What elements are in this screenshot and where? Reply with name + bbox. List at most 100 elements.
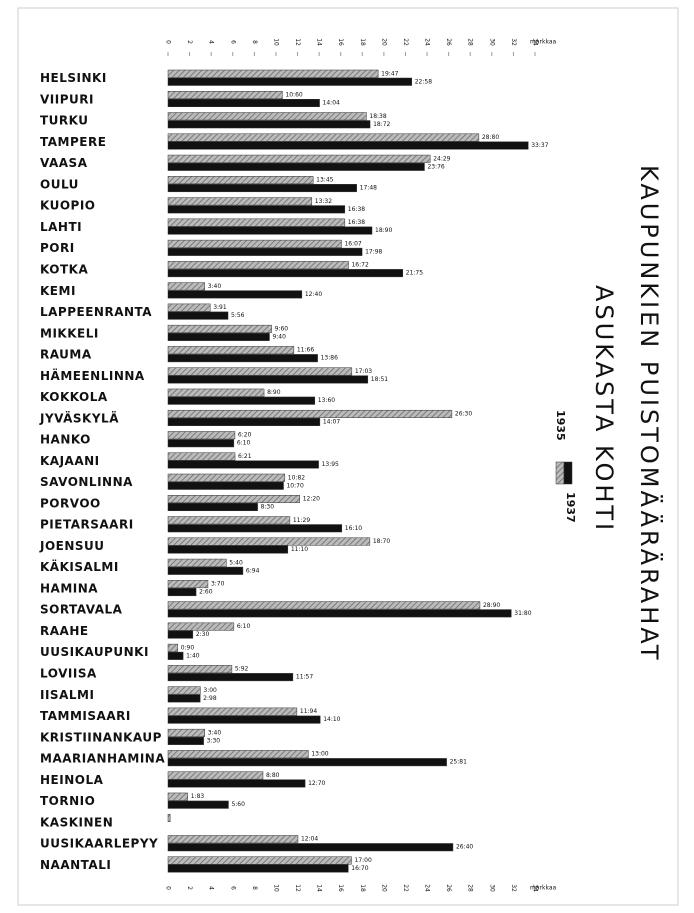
category-label: MAARIANHAMINA bbox=[40, 752, 165, 766]
value-label: 16:10 bbox=[345, 525, 362, 532]
category-label: PORVOO bbox=[40, 496, 101, 510]
bar bbox=[167, 728, 205, 737]
value-label: 6:94 bbox=[246, 567, 260, 574]
bar bbox=[167, 120, 371, 129]
bar bbox=[167, 375, 369, 384]
bar bbox=[167, 239, 342, 248]
bar bbox=[167, 247, 363, 256]
category-label: TURKU bbox=[40, 114, 89, 128]
value-label: 3:30 bbox=[207, 737, 221, 744]
bar bbox=[167, 77, 412, 86]
bar bbox=[167, 736, 204, 745]
value-label: 3:91 bbox=[213, 304, 227, 311]
bar bbox=[167, 566, 244, 575]
x-tick-label: 30 bbox=[488, 38, 495, 46]
value-label: 13:00 bbox=[311, 751, 328, 758]
x-tick-label: 10 bbox=[272, 38, 279, 46]
value-label: 13:86 bbox=[321, 355, 338, 362]
bar bbox=[167, 758, 447, 767]
value-label: 13:32 bbox=[315, 198, 332, 205]
value-label: 6:10 bbox=[237, 440, 251, 447]
x-tick-label: 26 bbox=[445, 884, 452, 892]
x-tick-label: 4 bbox=[208, 886, 215, 890]
x-tick-label: 34 bbox=[532, 884, 539, 892]
value-label: 19:47 bbox=[381, 70, 398, 77]
value-label: 6:21 bbox=[238, 453, 252, 460]
bar bbox=[167, 367, 353, 376]
value-label: 3:40 bbox=[208, 729, 222, 736]
value-label: 1:40 bbox=[186, 652, 200, 659]
value-label: 13:95 bbox=[322, 461, 339, 468]
bar bbox=[167, 473, 286, 482]
bar bbox=[167, 197, 313, 206]
value-label: 17:98 bbox=[365, 248, 382, 255]
x-tick-label: 22 bbox=[402, 884, 409, 892]
x-tick-label: 20 bbox=[380, 38, 387, 46]
bar bbox=[167, 388, 265, 397]
x-tick-label: 28 bbox=[467, 884, 474, 892]
category-label: KÄKISALMI bbox=[40, 559, 119, 574]
bar bbox=[167, 290, 303, 299]
value-label: 8:30 bbox=[261, 504, 275, 511]
bar bbox=[167, 354, 318, 363]
value-label: 11:94 bbox=[300, 708, 317, 715]
bar bbox=[167, 205, 346, 214]
value-label: 14:07 bbox=[323, 418, 340, 425]
category-label: TORNIO bbox=[40, 794, 95, 808]
bar bbox=[167, 176, 314, 185]
value-label: 26:40 bbox=[456, 844, 473, 851]
x-tick-label: 6 bbox=[229, 40, 236, 44]
category-label: RAAHE bbox=[40, 624, 89, 638]
bar bbox=[167, 409, 453, 418]
bar bbox=[167, 665, 233, 674]
bar bbox=[167, 311, 229, 320]
bar bbox=[167, 843, 454, 852]
value-label: 17:00 bbox=[355, 857, 372, 864]
bar bbox=[167, 346, 295, 355]
category-label: KRISTIINANKAUP bbox=[40, 730, 162, 744]
bar bbox=[167, 495, 300, 504]
value-label: 17:48 bbox=[360, 185, 377, 192]
value-label: 11:57 bbox=[296, 674, 313, 681]
value-label: 3:40 bbox=[208, 283, 222, 290]
category-label: TAMPERE bbox=[40, 135, 106, 149]
x-tick-label: 28 bbox=[467, 38, 474, 46]
bar bbox=[167, 813, 171, 822]
value-label: 2:60 bbox=[199, 589, 213, 596]
value-label: 13:60 bbox=[318, 397, 335, 404]
value-label: 31:80 bbox=[514, 610, 531, 617]
x-tick-label: 12 bbox=[294, 38, 301, 46]
bar bbox=[167, 141, 529, 150]
x-axis-label: markkaa bbox=[530, 39, 557, 46]
bar bbox=[167, 601, 481, 610]
category-label: IISALMI bbox=[40, 688, 94, 702]
value-label: 28:90 bbox=[483, 602, 500, 609]
value-label: 12:40 bbox=[305, 291, 322, 298]
category-label: KUOPIO bbox=[40, 199, 96, 213]
value-label: 16:70 bbox=[351, 865, 368, 872]
category-label: HELSINKI bbox=[40, 71, 107, 85]
x-tick-label: 8 bbox=[251, 886, 258, 890]
category-label: JOENSUU bbox=[39, 539, 105, 553]
x-tick-label: 32 bbox=[510, 38, 517, 46]
bar bbox=[167, 545, 289, 554]
category-label: HÄMEENLINNA bbox=[40, 368, 145, 383]
x-tick-label: 26 bbox=[445, 38, 452, 46]
bar bbox=[167, 99, 320, 108]
category-label: KEMI bbox=[40, 284, 76, 298]
category-label: SORTAVALA bbox=[40, 603, 123, 617]
value-label: 14:04 bbox=[323, 100, 340, 107]
value-label: 3:70 bbox=[211, 581, 225, 588]
bar bbox=[167, 162, 425, 171]
x-tick-label: 12 bbox=[294, 884, 301, 892]
value-label: 6:20 bbox=[238, 432, 252, 439]
bar bbox=[167, 69, 379, 78]
category-label: NAANTALI bbox=[40, 858, 111, 872]
value-label: 2:98 bbox=[203, 695, 217, 702]
category-label: LAHTI bbox=[40, 220, 82, 234]
category-label: TAMMISAARI bbox=[40, 709, 131, 723]
value-label: 18:72 bbox=[373, 121, 390, 128]
category-label: KOTKA bbox=[40, 263, 88, 277]
value-label: 12:70 bbox=[308, 780, 325, 787]
bar bbox=[167, 226, 373, 235]
